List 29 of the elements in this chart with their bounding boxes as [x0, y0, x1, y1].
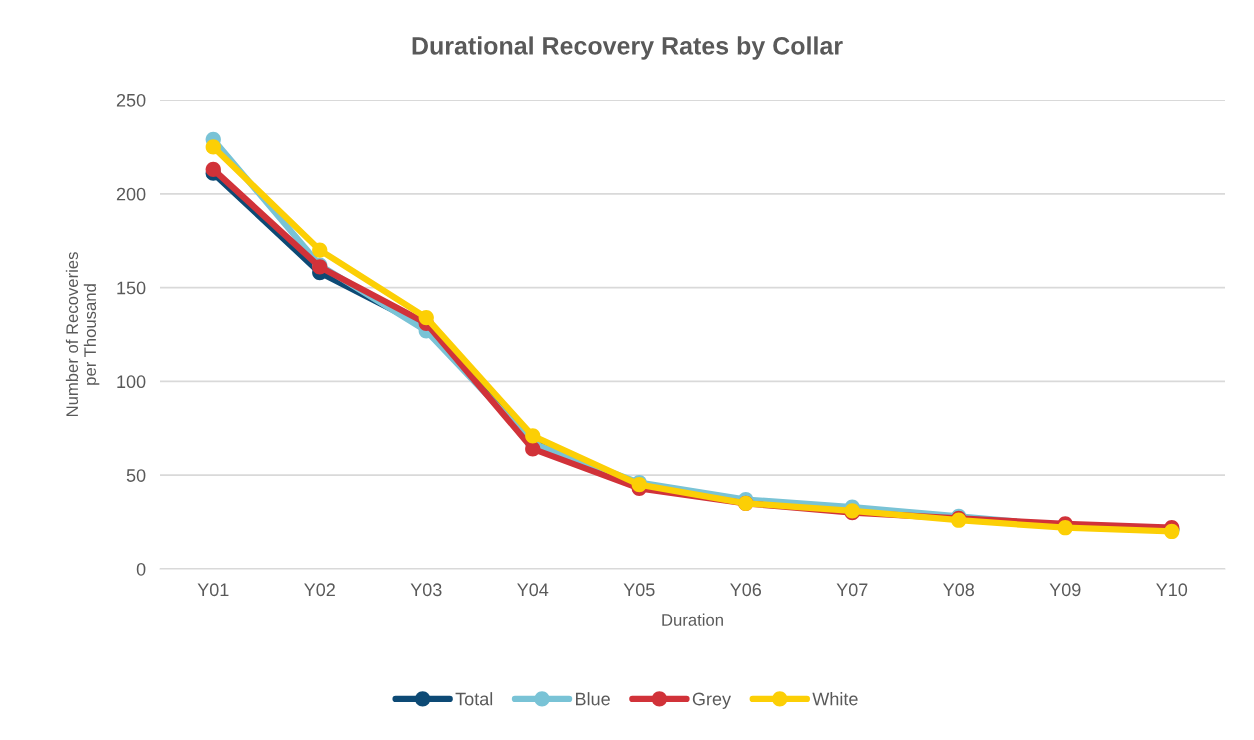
- y-tick-label: 50: [126, 469, 146, 482]
- y-tick-label: 100: [117, 375, 146, 389]
- legend-label: Grey: [692, 692, 731, 709]
- point: [525, 441, 541, 457]
- x-axis-title: Duration: [662, 613, 723, 626]
- point: [525, 428, 541, 444]
- legend-label: Blue: [576, 692, 610, 706]
- y-tick-label: 150: [117, 281, 146, 295]
- point: [418, 309, 434, 326]
- x-tick-label: Y09: [1049, 583, 1081, 597]
- x-tick-label: Y05: [623, 583, 655, 597]
- chart-title: Durational Recovery Rates by Collar: [412, 36, 843, 60]
- x-tick-label: Y04: [517, 583, 549, 597]
- point: [312, 242, 328, 258]
- x-tick-label: Y07: [836, 583, 868, 597]
- point: [205, 139, 221, 155]
- point: [205, 161, 221, 178]
- y-axis-title: Number of Recoveries per Thousand: [65, 252, 100, 417]
- x-tick-label: Y08: [943, 583, 975, 597]
- y-tick-label: 200: [116, 187, 146, 201]
- legend-label: White: [812, 692, 858, 706]
- y-tick-label: 0: [136, 562, 146, 576]
- x-tick-label: Y01: [197, 583, 229, 597]
- x-tick-label: Y06: [730, 583, 762, 597]
- x-tick-label: Y10: [1156, 583, 1188, 597]
- x-tick-label: Y03: [410, 583, 442, 597]
- x-tick-label: Y02: [304, 583, 335, 597]
- y-tick-label: 250: [116, 93, 146, 107]
- legend-label: Total: [455, 692, 493, 706]
